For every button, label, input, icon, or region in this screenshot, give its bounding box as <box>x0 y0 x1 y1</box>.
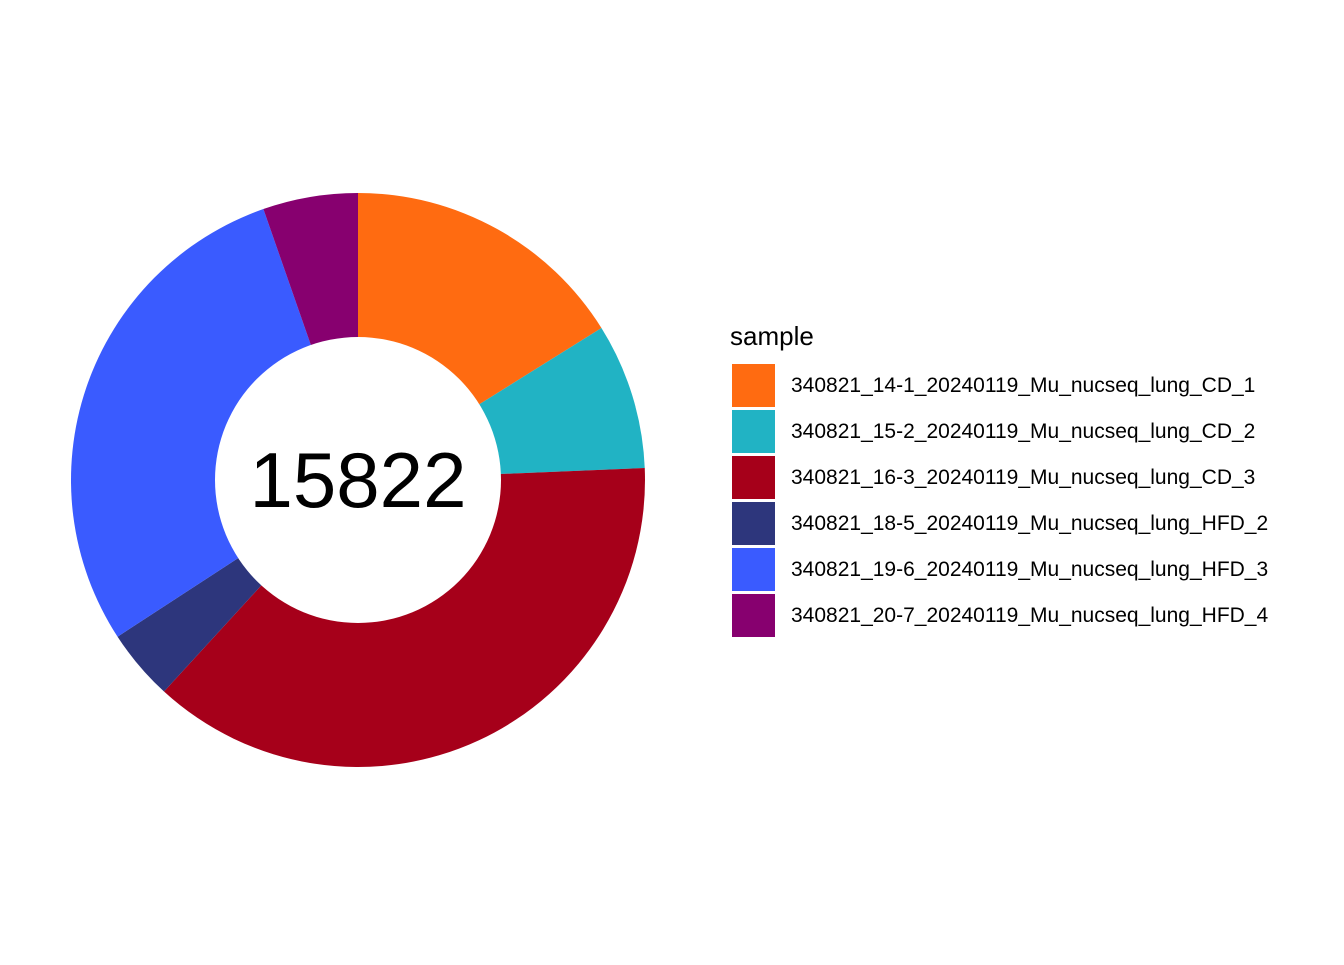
legend-label-3: 340821_16-3_20240119_Mu_nucseq_lung_CD_3 <box>791 466 1255 489</box>
legend-swatch-6 <box>732 594 775 637</box>
pie-slice-3 <box>164 467 646 768</box>
legend-swatch-4 <box>732 502 775 545</box>
legend-swatch-3 <box>732 456 775 499</box>
legend: sample 340821_14-1_20240119_Mu_nucseq_lu… <box>730 321 1268 637</box>
legend-title: sample <box>730 321 814 351</box>
legend-label-5: 340821_19-6_20240119_Mu_nucseq_lung_HFD_… <box>791 558 1268 581</box>
legend-swatch-2 <box>732 410 775 453</box>
legend-label-2: 340821_15-2_20240119_Mu_nucseq_lung_CD_2 <box>791 420 1255 443</box>
pie-slice-5 <box>70 209 358 637</box>
legend-swatch-1 <box>732 364 775 407</box>
center-total-label: 15822 <box>250 436 467 524</box>
legend-label-4: 340821_18-5_20240119_Mu_nucseq_lung_HFD_… <box>791 512 1268 535</box>
legend-items: 340821_14-1_20240119_Mu_nucseq_lung_CD_1… <box>732 364 1268 637</box>
legend-label-6: 340821_20-7_20240119_Mu_nucseq_lung_HFD_… <box>791 604 1268 627</box>
donut-hole <box>215 337 501 623</box>
legend-label-1: 340821_14-1_20240119_Mu_nucseq_lung_CD_1 <box>791 374 1255 397</box>
legend-swatch-5 <box>732 548 775 591</box>
